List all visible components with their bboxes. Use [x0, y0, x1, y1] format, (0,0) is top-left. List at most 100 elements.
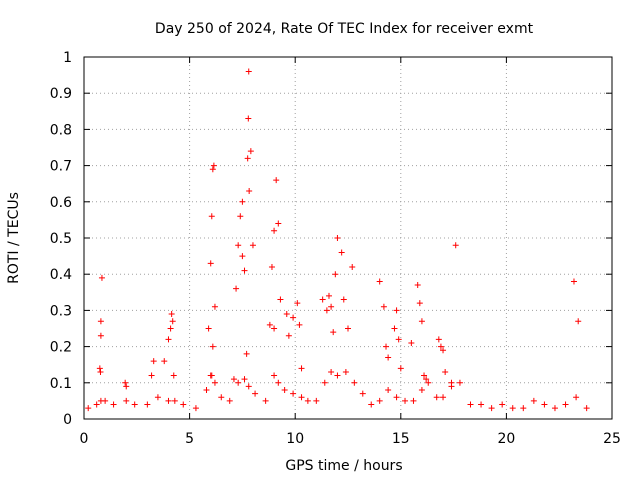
data-point — [245, 383, 252, 390]
data-point — [249, 242, 256, 249]
data-point — [425, 379, 432, 386]
data-point — [211, 303, 218, 310]
data-point — [208, 213, 215, 220]
data-point — [277, 296, 284, 303]
data-point — [313, 397, 320, 404]
data-point — [442, 368, 449, 375]
data-point — [583, 405, 590, 412]
data-point — [562, 401, 569, 408]
data-point — [376, 278, 383, 285]
data-point — [452, 242, 459, 249]
y-tick-label: 0.5 — [50, 231, 72, 247]
y-tick-label: 0.2 — [50, 340, 72, 356]
data-point — [338, 249, 345, 256]
data-point — [245, 115, 252, 122]
data-point — [230, 376, 237, 383]
data-point — [209, 166, 216, 173]
data-point — [332, 271, 339, 278]
data-point — [165, 397, 172, 404]
data-point — [285, 332, 292, 339]
data-point — [499, 401, 506, 408]
data-point — [93, 401, 100, 408]
x-tick-label: 25 — [603, 431, 621, 447]
data-point — [271, 325, 278, 332]
chart-title: Day 250 of 2024, Rate Of TEC Index for r… — [155, 21, 534, 37]
data-point — [380, 303, 387, 310]
data-point — [209, 343, 216, 350]
data-point — [418, 387, 425, 394]
data-point — [325, 292, 332, 299]
data-point — [168, 311, 175, 318]
data-point — [247, 148, 254, 155]
x-tick-label: 0 — [80, 431, 89, 447]
data-point — [268, 263, 275, 270]
data-point — [575, 318, 582, 325]
data-point — [520, 405, 527, 412]
data-point — [110, 401, 117, 408]
data-point — [97, 332, 104, 339]
y-tick-label: 0.1 — [50, 376, 72, 392]
data-point — [275, 379, 282, 386]
y-tick-label: 0.8 — [50, 122, 72, 138]
data-point — [218, 394, 225, 401]
data-point — [342, 368, 349, 375]
data-point — [290, 314, 297, 321]
x-tick-label: 20 — [497, 431, 515, 447]
y-tick-label: 1 — [63, 50, 72, 66]
data-point — [349, 263, 356, 270]
data-point — [345, 325, 351, 332]
y-tick-label: 0.6 — [50, 195, 72, 211]
data-point — [169, 318, 176, 325]
data-point — [167, 325, 174, 332]
data-point — [395, 336, 402, 343]
data-point — [334, 235, 341, 241]
data-point — [102, 397, 109, 404]
data-point — [418, 318, 425, 325]
data-point — [281, 387, 288, 394]
data-point — [385, 387, 392, 394]
y-tick-label: 0.3 — [50, 303, 72, 319]
data-point — [421, 372, 428, 379]
data-point — [467, 401, 474, 408]
data-points — [85, 68, 590, 412]
data-point — [170, 372, 177, 379]
y-tick-label: 0 — [63, 412, 72, 428]
data-point — [241, 376, 248, 383]
data-point — [423, 376, 430, 383]
data-point — [296, 321, 303, 328]
data-point — [123, 383, 130, 390]
data-point — [304, 397, 311, 404]
data-point — [243, 350, 250, 357]
y-tick-label: 0.4 — [50, 267, 72, 283]
data-point — [207, 260, 214, 267]
data-point — [233, 285, 240, 292]
data-point — [96, 365, 103, 372]
data-point — [148, 372, 155, 379]
data-point — [433, 394, 440, 401]
data-point — [351, 379, 358, 386]
data-point — [211, 379, 218, 386]
x-axis-label: GPS time / hours — [285, 458, 402, 474]
data-point — [252, 390, 259, 397]
data-point — [235, 242, 242, 249]
data-point — [397, 365, 404, 372]
y-tick-label: 0.9 — [50, 86, 72, 102]
x-tick-label: 5 — [185, 431, 194, 447]
data-point — [144, 401, 151, 408]
data-point — [376, 397, 383, 404]
data-point — [530, 397, 537, 404]
data-point — [273, 177, 280, 184]
data-point — [131, 401, 138, 408]
y-axis-label: ROTI / TECUs — [6, 192, 22, 284]
data-point — [334, 372, 341, 379]
data-point — [205, 325, 212, 332]
data-point — [239, 198, 246, 205]
data-point — [192, 405, 199, 412]
data-point — [330, 329, 337, 336]
data-point — [239, 253, 246, 260]
data-point — [180, 401, 187, 408]
data-point — [323, 307, 330, 314]
data-point — [437, 343, 444, 350]
data-point — [340, 296, 347, 303]
data-point — [393, 307, 400, 314]
